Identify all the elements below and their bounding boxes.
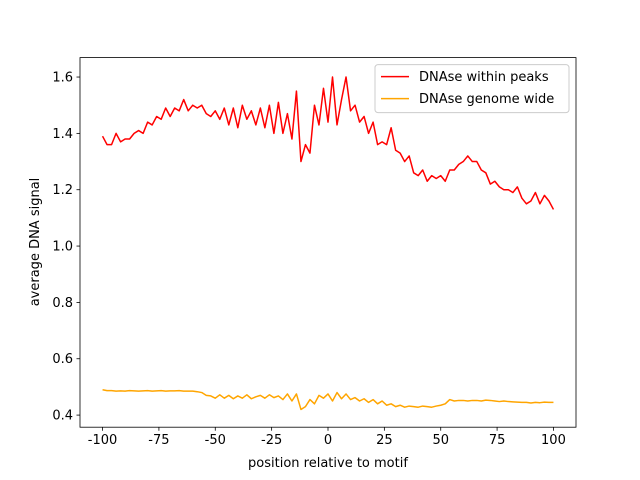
x-tick-label: -75 xyxy=(148,433,169,448)
y-tick-label: 1.0 xyxy=(52,240,73,255)
data-line xyxy=(101,76,555,210)
x-tick-label: 50 xyxy=(432,433,449,448)
x-tick-label: -100 xyxy=(88,433,118,448)
legend-label: DNAse genome wide xyxy=(419,92,554,107)
y-tick-label: 0.8 xyxy=(52,296,73,311)
y-axis-label: average DNA signal xyxy=(28,178,43,307)
x-tick-label: 100 xyxy=(541,433,566,448)
legend-box xyxy=(374,64,570,114)
y-tick-label: 1.2 xyxy=(52,183,73,198)
x-tick-label: -50 xyxy=(205,433,226,448)
x-tick-label: 0 xyxy=(324,433,332,448)
x-tick-label: 25 xyxy=(376,433,393,448)
y-tick-label: 0.6 xyxy=(52,352,73,367)
data-line xyxy=(102,388,554,411)
x-tick-label: 75 xyxy=(489,433,506,448)
y-tick-label: 1.6 xyxy=(52,71,73,86)
y-tick-label: 1.4 xyxy=(52,127,73,142)
x-tick-label: -25 xyxy=(261,433,282,448)
y-tick-label: 0.4 xyxy=(52,409,73,424)
legend-label: DNAse within peaks xyxy=(419,70,549,85)
x-axis-label: position relative to motif xyxy=(248,456,408,471)
